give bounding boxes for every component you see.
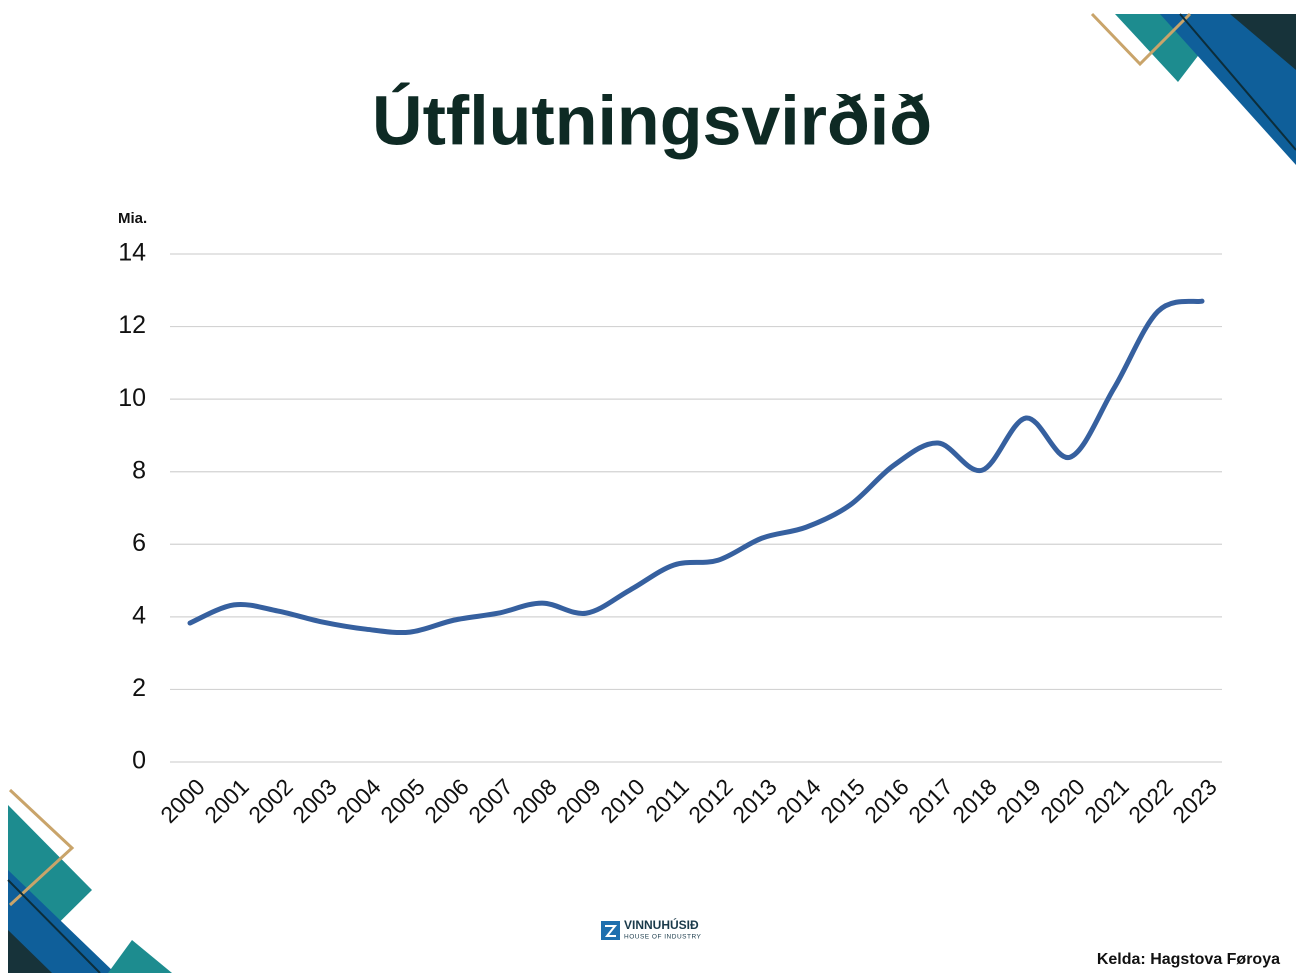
x-tick-label: 2014 <box>771 773 826 828</box>
y-tick-label: 10 <box>118 384 146 412</box>
x-tick-label: 2021 <box>1079 773 1134 828</box>
logo-tagline: HOUSE OF INDUSTRY <box>624 934 702 941</box>
x-tick-label: 2000 <box>155 773 210 828</box>
x-tick-label: 2012 <box>683 773 738 828</box>
x-tick-label: 2022 <box>1123 773 1178 828</box>
corner-decoration <box>1092 14 1296 165</box>
x-tick-label: 2023 <box>1167 773 1222 828</box>
chart-title: Útflutningsvirðið <box>372 81 932 159</box>
data-line <box>190 301 1202 632</box>
x-tick-label: 2004 <box>331 773 386 828</box>
source-note: Kelda: Hagstova Føroya <box>1097 951 1280 968</box>
x-tick-label: 2009 <box>551 773 606 828</box>
plot-area: 0246810121420002001200220032004200520062… <box>118 239 1222 828</box>
y-tick-label: 14 <box>118 239 146 267</box>
x-tick-label: 2005 <box>375 773 430 828</box>
x-tick-label: 2019 <box>991 773 1046 828</box>
corner-decoration <box>8 790 172 973</box>
y-tick-label: 6 <box>132 529 146 557</box>
page: {"chart_data": {"type": "line", "title":… <box>0 0 1296 973</box>
x-tick-label: 2002 <box>243 773 298 828</box>
x-tick-label: 2001 <box>199 773 254 828</box>
x-tick-label: 2016 <box>859 773 914 828</box>
logo-name: VINNUHÚSIÐ <box>624 917 699 932</box>
x-tick-label: 2003 <box>287 773 342 828</box>
x-tick-label: 2017 <box>903 773 958 828</box>
y-tick-label: 2 <box>132 674 146 702</box>
y-axis-unit: Mia. <box>118 210 147 227</box>
x-tick-label: 2013 <box>727 773 782 828</box>
y-tick-label: 4 <box>132 601 146 629</box>
x-tick-label: 2006 <box>419 773 474 828</box>
x-tick-label: 2018 <box>947 773 1002 828</box>
logo: VINNUHÚSIÐ HOUSE OF INDUSTRY <box>601 917 702 941</box>
x-tick-label: 2007 <box>463 773 518 828</box>
x-tick-label: 2015 <box>815 773 870 828</box>
slide: Útflutningsvirðið Mia. 02468101214200020… <box>0 0 1296 973</box>
y-tick-label: 12 <box>118 311 146 339</box>
x-tick-label: 2020 <box>1035 773 1090 828</box>
x-tick-label: 2008 <box>507 773 562 828</box>
x-tick-label: 2010 <box>595 773 650 828</box>
y-tick-label: 8 <box>132 456 146 484</box>
y-tick-label: 0 <box>132 747 146 775</box>
x-tick-label: 2011 <box>640 773 693 826</box>
